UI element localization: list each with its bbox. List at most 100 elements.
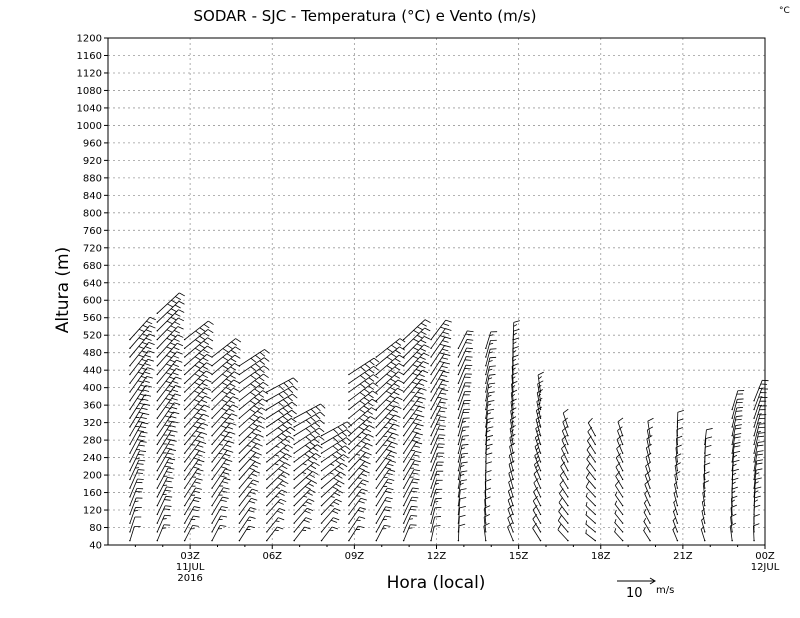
barb-feather	[229, 374, 236, 379]
wind-barb	[129, 469, 145, 489]
barb-staff	[534, 446, 541, 463]
barb-staff	[239, 452, 257, 471]
barb-feather	[165, 456, 172, 459]
barb-feather	[441, 389, 449, 391]
barb-feather	[395, 405, 402, 409]
barb-feather	[193, 466, 200, 470]
barb-feather	[312, 471, 319, 475]
barb-staff	[239, 488, 253, 506]
barb-feather	[259, 352, 266, 357]
barb-feather	[420, 331, 427, 335]
wind-barb	[402, 515, 418, 533]
barb-feather	[251, 488, 259, 492]
barb-station	[512, 408, 514, 411]
barb-staff	[485, 392, 489, 410]
barb-staff	[675, 456, 678, 471]
barb-station	[348, 391, 350, 393]
barb-station	[183, 539, 186, 542]
barb-feather	[199, 327, 206, 332]
barb-station	[485, 426, 487, 428]
wind-barb	[348, 357, 380, 376]
barb-station	[485, 461, 487, 463]
wind-barb	[485, 331, 498, 350]
wind-barb	[211, 487, 230, 507]
barb-station	[649, 461, 651, 463]
barb-station	[539, 478, 542, 481]
barb-station	[156, 487, 158, 489]
barb-staff	[266, 498, 281, 515]
barb-feather	[358, 426, 365, 431]
barb-feather	[358, 516, 366, 519]
barb-station	[348, 461, 350, 463]
barb-station	[183, 382, 186, 384]
wind-barb	[129, 367, 154, 393]
barb-feather	[256, 443, 263, 447]
wind-barb	[731, 406, 744, 428]
barb-feather	[146, 375, 153, 379]
barb-station	[375, 478, 377, 481]
barb-feather	[371, 407, 377, 412]
barb-feather	[754, 499, 759, 503]
barb-feather	[437, 437, 444, 439]
barb-staff	[266, 418, 292, 437]
wind-barb	[614, 500, 624, 516]
wind-barb	[183, 354, 213, 376]
barb-feather	[362, 423, 369, 427]
barb-feather	[233, 387, 240, 392]
barb-feather	[138, 469, 145, 471]
barb-station	[211, 469, 213, 472]
barb-feather	[201, 391, 208, 395]
barb-feather	[757, 450, 764, 453]
wind-barb	[293, 526, 311, 542]
barb-station	[704, 522, 706, 524]
wind-barb	[266, 498, 287, 516]
barb-feather	[165, 480, 172, 483]
barb-feather	[259, 416, 266, 420]
barb-staff	[375, 478, 389, 498]
barb-feather	[359, 491, 366, 495]
barb-station	[211, 461, 213, 463]
barb-feather	[225, 387, 232, 391]
barb-staff	[617, 421, 624, 436]
barb-feather	[734, 442, 741, 445]
barb-feather	[387, 463, 394, 467]
barb-station	[129, 365, 131, 367]
barb-station	[567, 478, 569, 481]
wind-barb	[238, 365, 270, 384]
wind-barb	[238, 425, 265, 446]
barb-staff	[211, 515, 222, 533]
barb-staff	[562, 421, 569, 436]
barb-station	[238, 391, 241, 393]
y-tick-label: 1160	[77, 51, 102, 62]
wind-barb	[430, 362, 451, 384]
wind-barb	[457, 364, 473, 384]
barb-feather	[413, 338, 420, 343]
barb-staff	[458, 436, 463, 454]
barb-station	[676, 487, 679, 489]
barb-station	[676, 539, 679, 542]
barb-staff	[156, 486, 167, 506]
barb-staff	[645, 465, 651, 480]
wind-barb	[238, 443, 263, 463]
barb-station	[539, 461, 542, 463]
wind-barb	[293, 471, 319, 489]
barb-feather	[277, 436, 283, 441]
barb-station	[567, 539, 569, 542]
barb-feather	[193, 506, 201, 509]
barb-staff	[753, 525, 755, 541]
barb-station	[430, 400, 432, 402]
barb-feather	[364, 363, 371, 369]
barb-station	[293, 496, 295, 498]
barb-feather	[357, 436, 361, 439]
barb-feather	[586, 462, 591, 469]
barb-feather	[644, 479, 650, 485]
barb-station	[457, 487, 460, 489]
barb-feather	[222, 496, 229, 499]
barb-feather	[148, 333, 156, 337]
wind-barb	[183, 459, 205, 481]
barb-staff	[375, 469, 390, 489]
barb-station	[129, 539, 131, 542]
barb-staff	[509, 446, 514, 463]
barb-staff	[293, 498, 309, 515]
barb-feather	[219, 444, 223, 446]
